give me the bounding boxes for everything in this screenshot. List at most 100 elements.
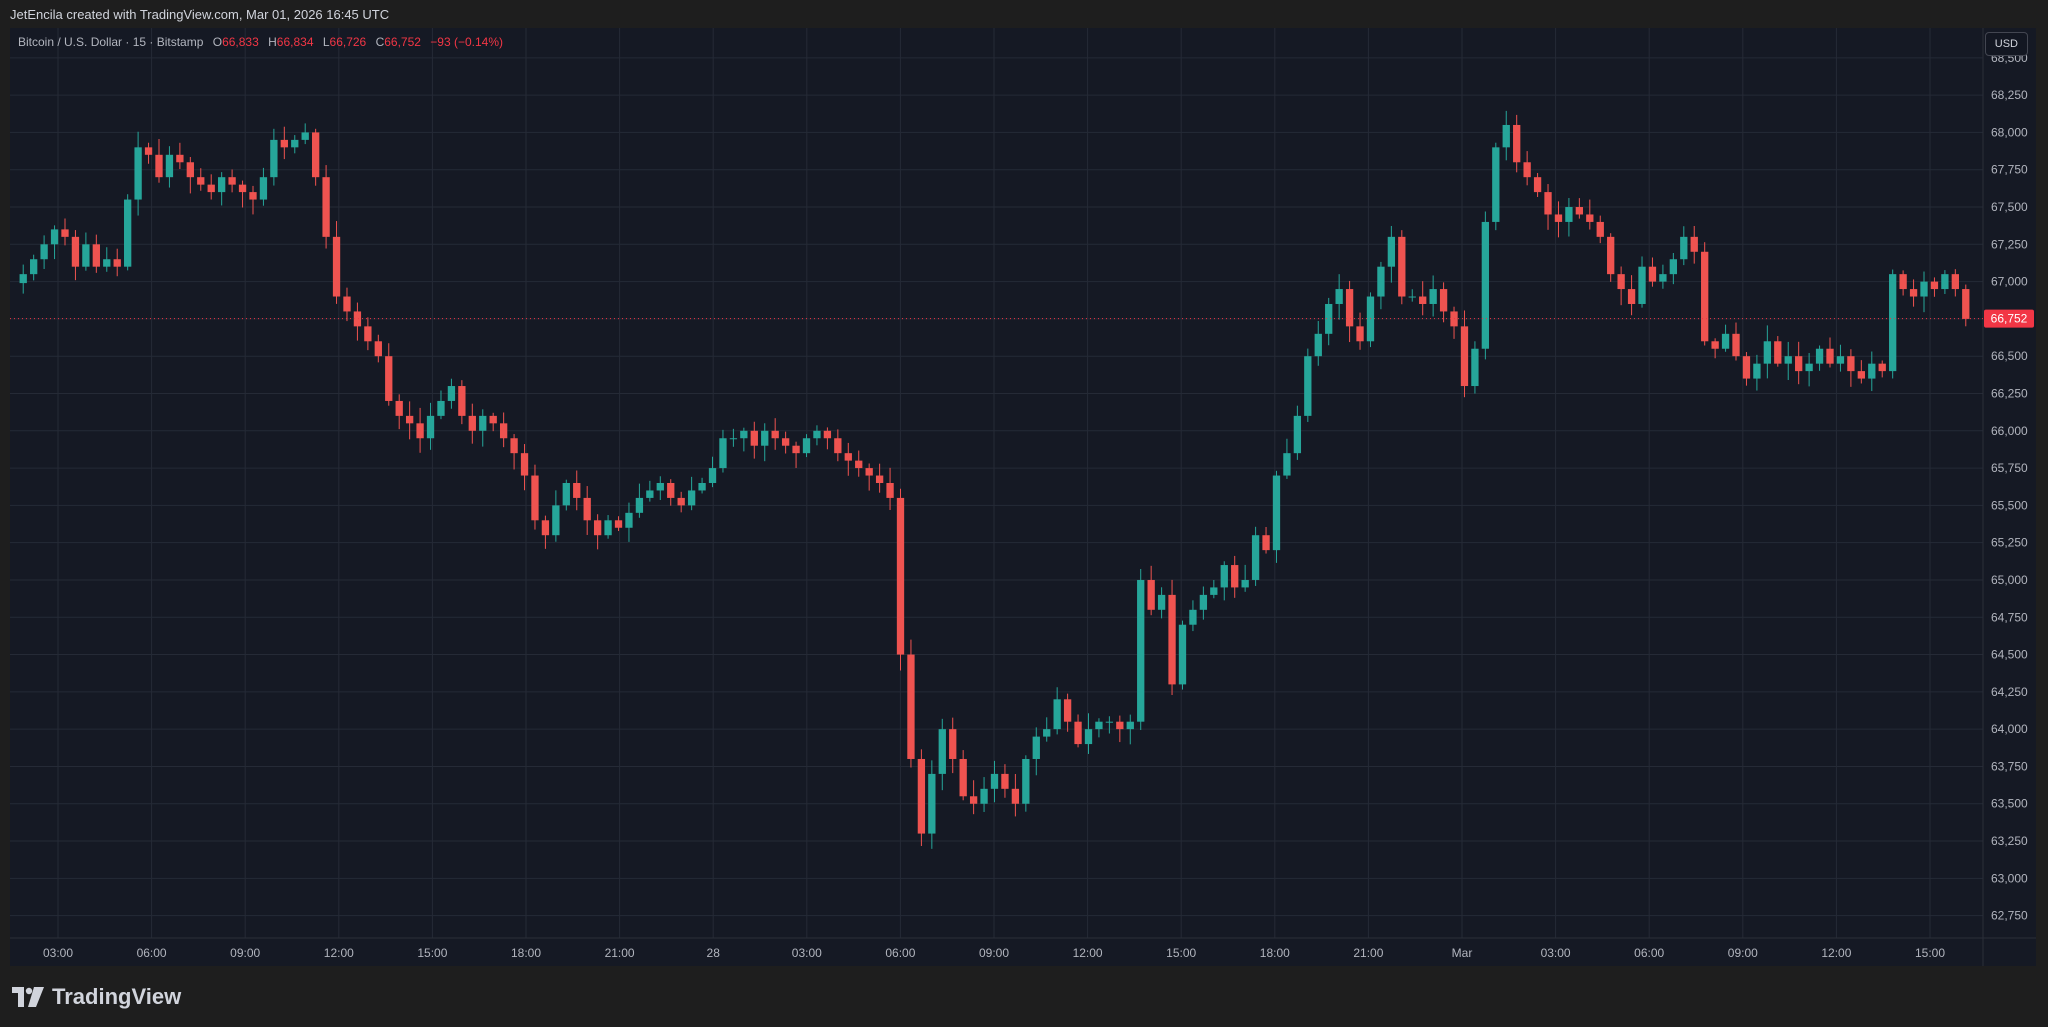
time-tick-label: 15:00 xyxy=(1166,946,1196,960)
candle-body xyxy=(802,438,811,454)
candle-body xyxy=(1105,721,1114,723)
candle-body xyxy=(1533,177,1542,193)
candle-body xyxy=(468,415,476,431)
time-tick-label: 12:00 xyxy=(1821,946,1851,960)
candle-body xyxy=(761,430,769,446)
candle-body xyxy=(844,453,852,461)
candle-body xyxy=(270,139,278,178)
tradingview-logo-icon xyxy=(12,987,44,1007)
open-label: O xyxy=(212,35,223,49)
candle-body xyxy=(1575,207,1584,215)
candle-body xyxy=(374,341,382,357)
close-label: C xyxy=(375,35,385,49)
candle-body xyxy=(364,326,372,342)
time-tick-label: 06:00 xyxy=(1634,946,1664,960)
candle-body xyxy=(938,729,946,774)
time-tick-label: 09:00 xyxy=(1728,946,1758,960)
candle-body xyxy=(604,520,612,536)
candle-body xyxy=(719,438,727,469)
candle-body xyxy=(928,773,936,834)
candle-body xyxy=(1481,221,1490,349)
candle-body xyxy=(646,490,654,498)
candle-body xyxy=(1930,281,1939,290)
candle-body xyxy=(750,430,758,446)
candle-body xyxy=(1471,348,1479,387)
candle-body xyxy=(1178,624,1187,685)
candle-body xyxy=(823,430,832,439)
candle-body xyxy=(1074,721,1082,745)
price-tick-label: 65,250 xyxy=(1991,536,2028,550)
currency-button[interactable]: USD xyxy=(1984,32,2028,56)
chart-area[interactable]: 62,750 63,000 63,250 63,500 63,750 64,000 64,2… xyxy=(10,28,2036,966)
plot-background xyxy=(10,28,1983,938)
candle-body xyxy=(1063,699,1072,722)
candle-body xyxy=(353,311,362,327)
candle-body xyxy=(1147,579,1155,610)
time-tick-label: 03:00 xyxy=(1541,946,1571,960)
candle-body xyxy=(1325,303,1333,334)
candle-body xyxy=(740,430,748,439)
candlestick-chart[interactable]: 62,750 63,000 63,250 63,500 63,750 64,000 64,2… xyxy=(10,28,2036,966)
candle-body xyxy=(19,274,27,284)
candle-body xyxy=(792,445,800,454)
candle-body xyxy=(1763,341,1772,364)
candle-body xyxy=(103,259,111,267)
candle-body xyxy=(1084,729,1093,745)
candle-body xyxy=(207,184,215,193)
tradingview-logo[interactable]: TradingView xyxy=(12,984,181,1010)
candle-body xyxy=(489,415,497,424)
candle-body xyxy=(499,423,508,439)
candle-body xyxy=(479,415,487,431)
candle-body xyxy=(1962,289,1970,319)
price-tick-label: 63,250 xyxy=(1991,834,2028,848)
price-tick-label: 64,750 xyxy=(1991,610,2028,624)
time-tick-label: 03:00 xyxy=(792,946,822,960)
price-tick-label: 64,250 xyxy=(1991,685,2028,699)
candle-body xyxy=(1805,363,1813,372)
candle-body xyxy=(1784,356,1792,364)
candle-body xyxy=(1283,453,1291,476)
time-tick-label: 15:00 xyxy=(417,946,447,960)
candle-body xyxy=(71,236,80,267)
candle-body xyxy=(1293,415,1302,454)
candle-body xyxy=(228,177,236,185)
candle-body xyxy=(1011,788,1020,804)
candle-body xyxy=(1732,333,1740,357)
candle-body xyxy=(865,468,873,476)
candle-body xyxy=(781,438,790,446)
candle-body xyxy=(1513,124,1521,163)
candle-body xyxy=(124,199,132,267)
time-tick-label: 06:00 xyxy=(885,946,915,960)
candle-body xyxy=(1377,266,1385,297)
candle-body xyxy=(552,505,560,536)
candle-body xyxy=(1774,341,1782,364)
price-tick-label: 66,250 xyxy=(1991,386,2028,400)
candle-body xyxy=(1554,214,1563,222)
candle-body xyxy=(1189,609,1197,625)
low-label: L xyxy=(322,35,330,49)
candle-body xyxy=(1356,326,1364,342)
candle-body xyxy=(1492,147,1500,222)
candle-body xyxy=(447,386,456,401)
candle-body xyxy=(625,512,633,528)
candle-body xyxy=(1617,274,1625,290)
candle-body xyxy=(1815,348,1824,364)
candle-body xyxy=(1032,736,1040,759)
price-tick-label: 67,000 xyxy=(1991,275,2028,289)
candle-body xyxy=(1669,259,1678,275)
time-tick-label: 03:00 xyxy=(43,946,73,960)
candle-body xyxy=(343,296,351,312)
candle-body xyxy=(1429,289,1437,304)
candle-body xyxy=(165,154,174,178)
candle-body xyxy=(50,229,59,245)
candle-body xyxy=(1868,363,1876,379)
candle-body xyxy=(1387,236,1396,267)
candle-body xyxy=(92,244,100,267)
candle-body xyxy=(395,400,403,416)
price-tick-label: 68,250 xyxy=(1991,88,2028,102)
candle-body xyxy=(1210,587,1218,595)
last-price-badge xyxy=(1984,309,2034,328)
candle-body xyxy=(1262,535,1270,551)
candle-body xyxy=(197,177,205,185)
brand-name: TradingView xyxy=(52,984,182,1009)
